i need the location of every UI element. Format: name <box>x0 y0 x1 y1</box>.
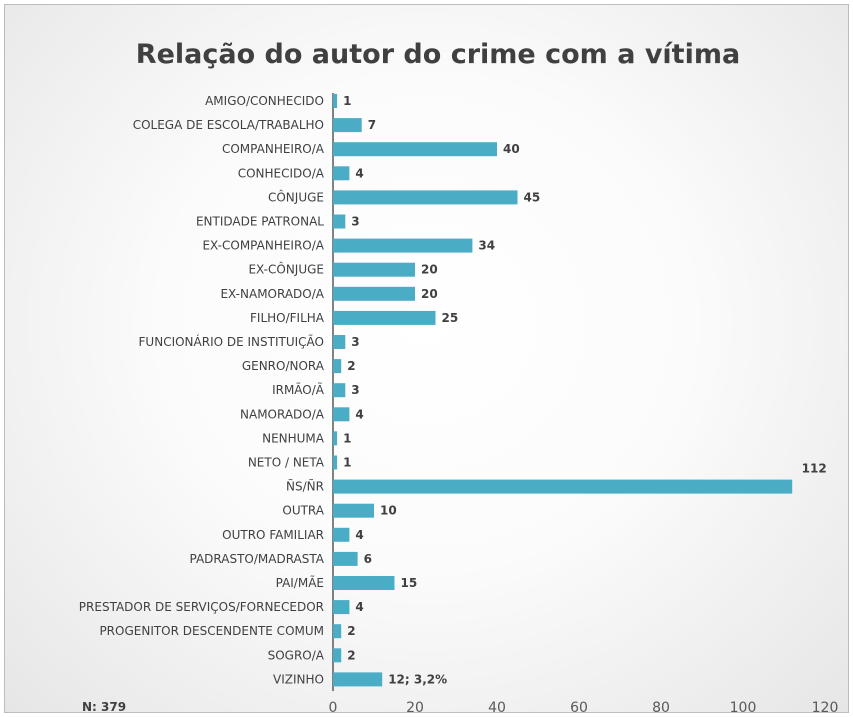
category-label: OUTRO FAMILIAR <box>222 528 324 542</box>
data-label: 3 <box>351 335 359 349</box>
data-label: 112 <box>802 462 827 476</box>
x-tick-label: 0 <box>329 700 338 714</box>
category-label: EX-CÔNJUGE <box>248 262 324 277</box>
data-label: 45 <box>524 190 541 204</box>
data-label: 4 <box>355 600 363 614</box>
bar-15 <box>333 455 338 470</box>
data-label: 4 <box>355 166 363 180</box>
bar-20 <box>333 576 395 590</box>
category-label: PAI/MÃE <box>276 575 324 590</box>
category-label: PRESTADOR DE SERVIÇOS/FORNECEDOR <box>79 600 324 614</box>
category-label: IRMÃO/Ã <box>272 382 325 397</box>
bar-17 <box>333 503 374 518</box>
data-label: 6 <box>364 552 372 566</box>
bar-18 <box>333 527 350 542</box>
data-label: 7 <box>368 118 376 132</box>
bar-1 <box>333 118 362 133</box>
category-label: EX-COMPANHEIRO/A <box>202 239 324 253</box>
bar-9 <box>333 310 436 325</box>
category-label: OUTRA <box>282 504 324 518</box>
data-label: 12; 3,2% <box>388 672 447 686</box>
bar-19 <box>333 551 358 566</box>
data-label: 3 <box>351 383 359 397</box>
bar-5 <box>333 214 346 229</box>
category-label: NAMORADO/A <box>240 407 325 421</box>
bars-layer <box>333 94 793 687</box>
data-label: 40 <box>503 142 520 156</box>
category-label: FUNCIONÁRIO DE INSTITUIÇÃO <box>139 334 324 349</box>
category-label: AMIGO/CONHECIDO <box>205 94 324 108</box>
data-label: 15 <box>401 576 418 590</box>
category-label: PADRASTO/MADRASTA <box>189 552 324 566</box>
x-tick-labels: 0 20 40 60 80 100 120 <box>329 700 839 714</box>
data-label: 20 <box>421 263 438 277</box>
category-label: PROGENITOR DESCENDENTE COMUM <box>99 624 324 638</box>
x-tick-label: 80 <box>652 700 670 714</box>
bar-14 <box>333 431 338 446</box>
bar-0 <box>333 94 338 108</box>
category-label: COLEGA DE ESCOLA/TRABALHO <box>133 118 324 132</box>
category-label: CONHECIDO/A <box>238 166 325 180</box>
bar-8 <box>333 286 415 301</box>
data-label: 1 <box>343 431 351 445</box>
data-label: 1 <box>343 456 351 470</box>
bar-2 <box>333 142 497 157</box>
bar-4 <box>333 190 518 205</box>
bar-7 <box>333 262 415 277</box>
category-label: SOGRO/A <box>268 648 325 662</box>
category-label: FILHO/FILHA <box>250 311 325 325</box>
x-tick-label: 40 <box>488 700 506 714</box>
category-label: NENHUMA <box>262 431 325 445</box>
bar-10 <box>333 335 346 349</box>
data-label: 4 <box>355 528 363 542</box>
x-tick-label: 100 <box>730 700 757 714</box>
bar-chart: Relação do autor do crime com a vítima A… <box>79 39 839 714</box>
chart-frame: Relação do autor do crime com a vítima A… <box>4 4 849 714</box>
data-label: 1 <box>343 94 351 108</box>
bar-12 <box>333 383 346 398</box>
data-label: 34 <box>478 239 495 253</box>
data-label: 3 <box>351 215 359 229</box>
category-label: ENTIDADE PATRONAL <box>196 215 324 229</box>
bar-24 <box>333 672 383 687</box>
data-label: 2 <box>347 359 355 373</box>
bar-16 <box>333 479 793 494</box>
chart-title: Relação do autor do crime com a vítima <box>136 39 740 70</box>
category-label: EX-NAMORADO/A <box>220 287 324 301</box>
data-label: 2 <box>347 648 355 662</box>
bar-22 <box>333 624 342 639</box>
category-label: GENRO/NORA <box>242 359 325 373</box>
data-label: 2 <box>347 624 355 638</box>
category-label: VIZINHO <box>273 672 324 686</box>
category-labels: AMIGO/CONHECIDO COLEGA DE ESCOLA/TRABALHO… <box>79 94 325 686</box>
category-label: CÔNJUGE <box>268 189 324 204</box>
sample-size-note: N: 379 <box>82 700 126 714</box>
data-label: 20 <box>421 287 438 301</box>
category-label: NETO / NETA <box>248 456 325 470</box>
data-label: 4 <box>355 407 363 421</box>
bar-21 <box>333 600 350 615</box>
x-tick-label: 120 <box>812 700 839 714</box>
x-tick-label: 20 <box>406 700 424 714</box>
x-tick-label: 60 <box>570 700 588 714</box>
bar-23 <box>333 648 342 663</box>
data-label: 25 <box>442 311 459 325</box>
bar-13 <box>333 407 350 422</box>
category-label: COMPANHEIRO/A <box>222 142 325 156</box>
data-label: 10 <box>380 504 397 518</box>
bar-6 <box>333 238 473 253</box>
category-label: ÑS/ÑR <box>286 479 324 494</box>
bar-11 <box>333 359 342 374</box>
bar-3 <box>333 166 350 181</box>
